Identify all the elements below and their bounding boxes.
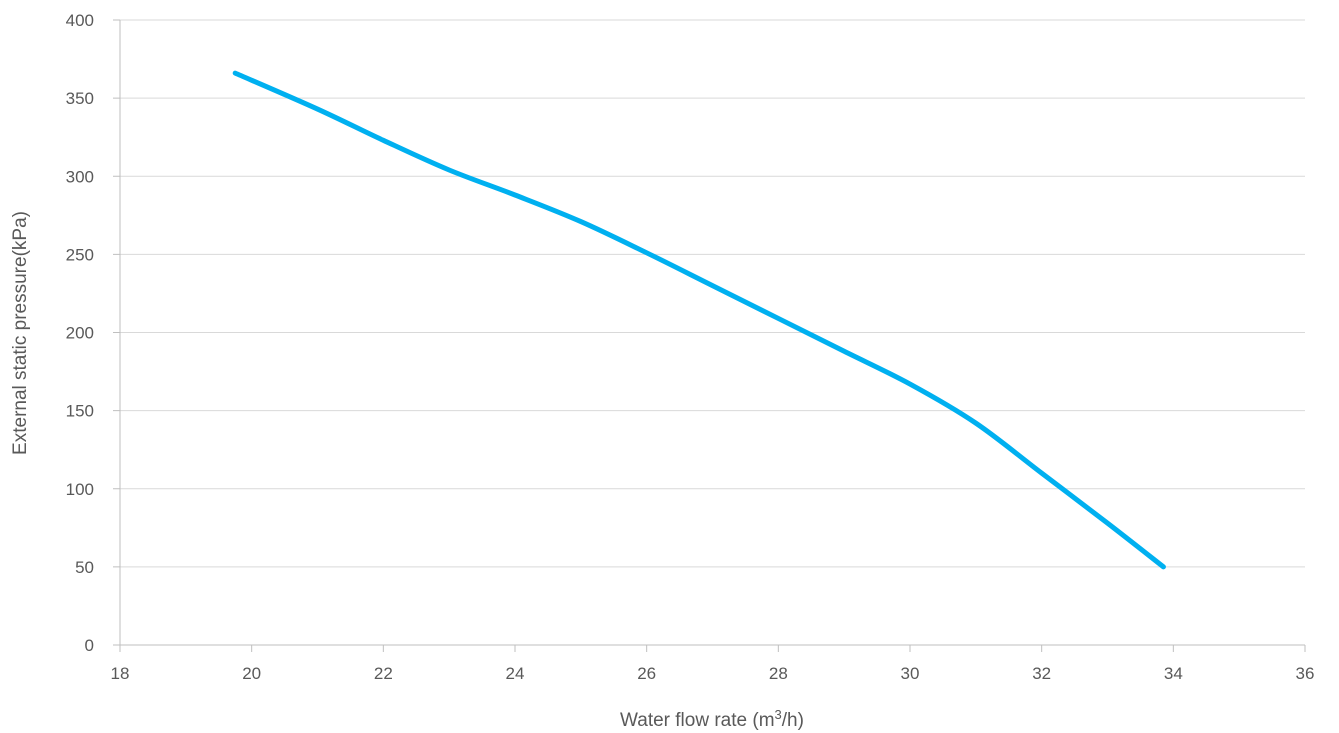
y-tick-label: 150 (66, 402, 94, 421)
x-tick-label: 24 (506, 664, 525, 683)
gridlines (120, 19, 1305, 568)
y-tick-labels: 0 50 100 150 200 250 300 350 400 (66, 11, 94, 655)
x-tick-labels: 18 20 22 24 26 28 30 32 34 36 (111, 664, 1315, 683)
x-tick-label: 32 (1032, 664, 1051, 683)
x-tick-label: 34 (1164, 664, 1183, 683)
y-tick-label: 350 (66, 89, 94, 108)
x-tick-label: 20 (242, 664, 261, 683)
series-lines (232, 70, 1166, 570)
x-tick-label: 18 (111, 664, 130, 683)
y-tick-label: 200 (66, 324, 94, 343)
y-tick-label: 50 (75, 558, 94, 577)
x-tick-label: 28 (769, 664, 788, 683)
x-tick-label: 26 (637, 664, 656, 683)
axes (113, 19, 1306, 652)
x-tick-label: 30 (901, 664, 920, 683)
y-tick-label: 100 (66, 480, 94, 499)
x-tick-label: 36 (1296, 664, 1315, 683)
series-line-0 (232, 70, 1166, 570)
x-tick-label: 22 (374, 664, 393, 683)
x-axis-title-superscript: 3 (775, 707, 782, 722)
y-axis-title: External static pressure(kPa) (10, 211, 31, 455)
x-axis-title: Water flow rate (m3/h) (620, 707, 804, 732)
y-tick-label: 250 (66, 245, 94, 264)
y-tick-label: 400 (66, 11, 94, 30)
y-tick-label: 300 (66, 167, 94, 186)
y-tick-label: 0 (85, 636, 94, 655)
